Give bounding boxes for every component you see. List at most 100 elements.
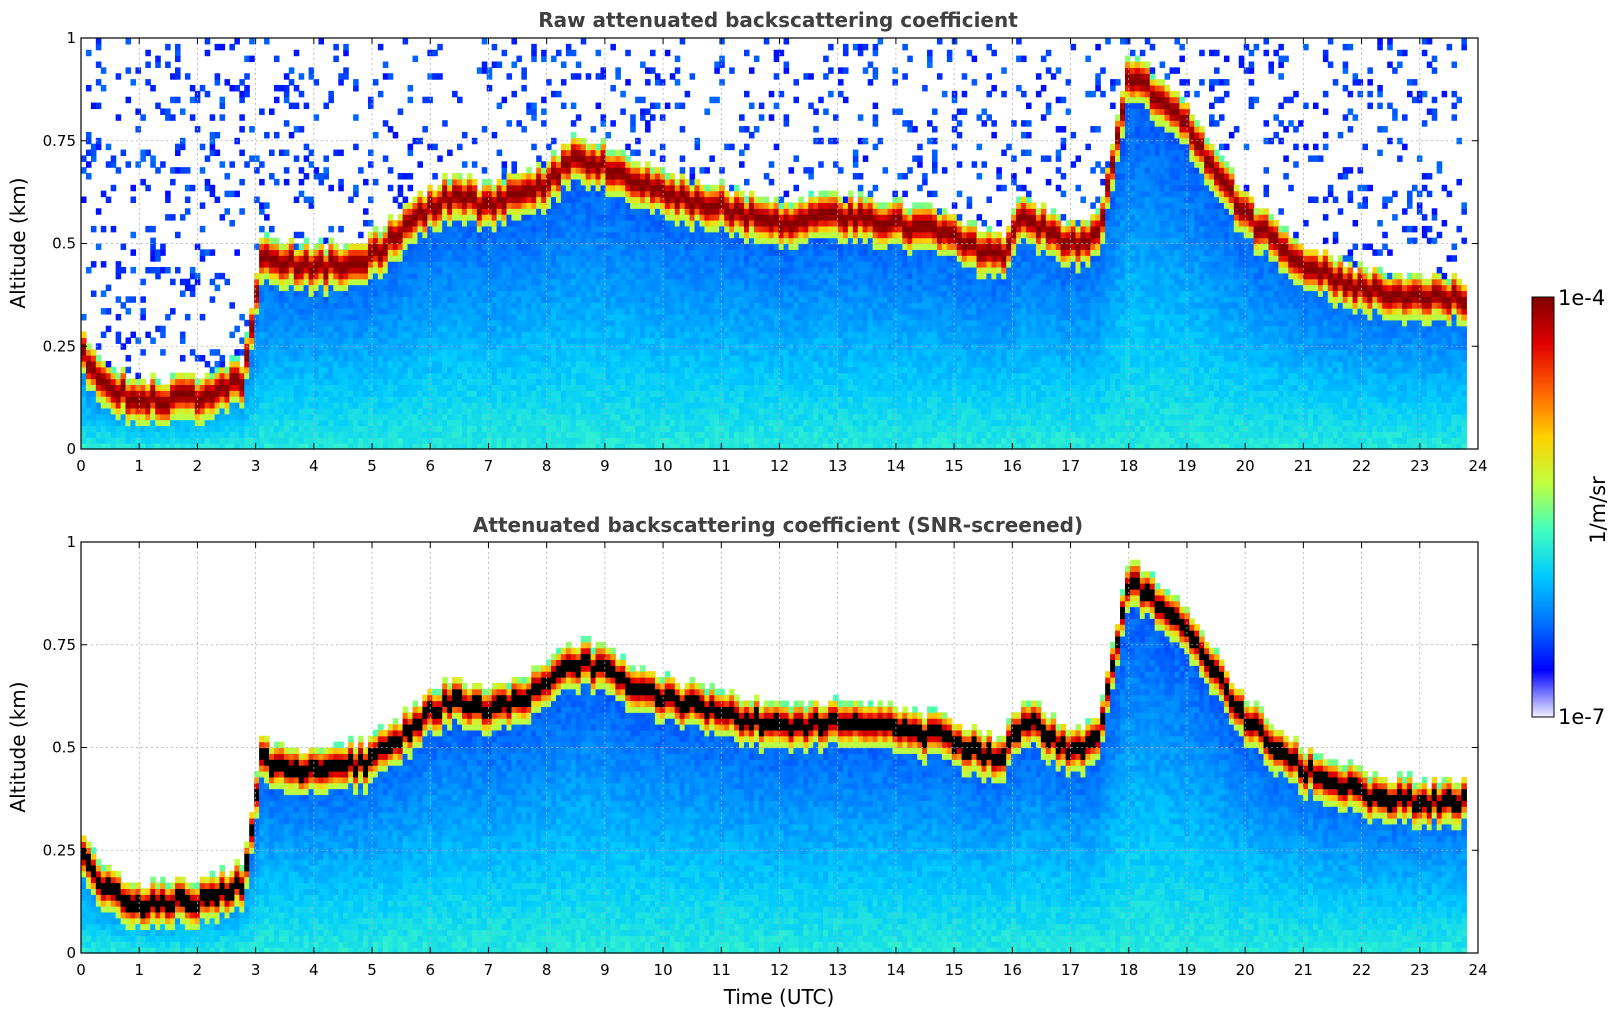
heatmap-cell <box>372 79 379 86</box>
heatmap-cell <box>363 278 369 286</box>
heatmap-cell <box>476 313 483 321</box>
heatmap-cell <box>551 255 557 262</box>
heatmap-cell <box>382 425 389 432</box>
heatmap-cell <box>269 360 275 368</box>
heatmap-cell <box>328 302 334 309</box>
heatmap-cell <box>585 407 592 415</box>
heatmap-cell <box>645 296 651 303</box>
heatmap-cell <box>615 407 621 415</box>
heatmap-cell <box>486 220 493 227</box>
heatmap-cell <box>179 419 186 427</box>
heatmap-cell <box>283 73 290 80</box>
heatmap-cell <box>521 390 527 397</box>
heatmap-cell <box>273 372 280 380</box>
heatmap-cell <box>605 396 612 403</box>
heatmap-cell <box>392 231 399 239</box>
heatmap-cell <box>427 272 433 280</box>
heatmap-cell <box>283 425 290 432</box>
heatmap-cell <box>570 325 577 333</box>
heatmap-cell <box>669 184 676 192</box>
heatmap-cell <box>640 437 646 444</box>
heatmap-cell <box>150 443 156 450</box>
heatmap-cell <box>249 55 255 63</box>
heatmap-cell <box>536 278 542 286</box>
heatmap-cell <box>219 396 226 403</box>
heatmap-cell <box>600 360 607 368</box>
heatmap-cell <box>293 407 300 415</box>
heatmap-cell <box>338 437 344 444</box>
heatmap-cell <box>402 261 409 268</box>
heatmap-cell <box>224 384 231 391</box>
heatmap-cell <box>155 425 161 432</box>
heatmap-cell <box>447 337 453 344</box>
heatmap-cell <box>244 419 250 427</box>
heatmap-cell <box>358 290 364 297</box>
heatmap-cell <box>531 366 537 374</box>
heatmap-cell <box>303 155 310 162</box>
heatmap-cell <box>471 349 478 356</box>
heatmap-cell <box>219 272 226 280</box>
heatmap-cell <box>625 402 631 409</box>
heatmap-cell <box>457 178 463 186</box>
heatmap-cell <box>580 372 587 380</box>
heatmap-cell <box>150 225 156 233</box>
heatmap-cell <box>269 225 275 233</box>
heatmap-cell <box>679 319 686 327</box>
heatmap-cell <box>358 425 364 432</box>
heatmap-cell <box>620 108 626 115</box>
heatmap-cell <box>442 325 448 333</box>
heatmap-cell <box>145 407 151 415</box>
heatmap-cell <box>387 266 394 274</box>
heatmap-cell <box>457 425 463 432</box>
heatmap-cell <box>387 249 394 256</box>
heatmap-cell <box>293 396 300 403</box>
heatmap-cell <box>669 331 676 339</box>
heatmap-cell <box>555 184 562 192</box>
heatmap-cell <box>397 214 404 221</box>
heatmap-cell <box>402 266 409 274</box>
heatmap-cell <box>560 437 567 444</box>
heatmap-cell <box>392 249 399 256</box>
heatmap-cell <box>367 284 374 292</box>
heatmap-cell <box>412 360 419 368</box>
heatmap-cell <box>506 337 513 344</box>
heatmap-cell <box>590 149 597 157</box>
heatmap-cell <box>610 149 616 157</box>
heatmap-cell <box>377 43 384 51</box>
heatmap-cell <box>590 202 597 209</box>
heatmap-cell <box>333 319 339 327</box>
heatmap-cell <box>278 366 285 374</box>
heatmap-cell <box>615 178 621 186</box>
heatmap-cell <box>585 190 592 198</box>
heatmap-cell <box>649 102 656 110</box>
heatmap-cell <box>521 249 527 256</box>
heatmap-cell <box>610 278 616 286</box>
heatmap-cell <box>358 402 364 409</box>
heatmap-cell <box>293 308 300 315</box>
heatmap-cell <box>412 243 419 250</box>
heatmap-cell <box>501 319 508 327</box>
heatmap-cell <box>313 290 320 297</box>
heatmap-cell <box>521 220 527 227</box>
heatmap-cell <box>466 261 473 268</box>
heatmap-cell <box>125 38 132 45</box>
heatmap-cell <box>125 402 132 409</box>
heatmap-cell <box>323 173 329 180</box>
heatmap-cell <box>269 390 275 397</box>
heatmap-cell <box>323 407 329 415</box>
heatmap-cell <box>293 102 300 110</box>
heatmap-cell <box>585 231 592 239</box>
heatmap-cell <box>625 231 631 239</box>
heatmap-cell <box>635 355 641 362</box>
heatmap-cell <box>526 337 532 344</box>
heatmap-cell <box>496 431 503 438</box>
heatmap-cell <box>363 261 369 268</box>
heatmap-cell <box>120 413 127 421</box>
heatmap-cell <box>565 249 572 256</box>
heatmap-cell <box>407 431 414 438</box>
heatmap-cell <box>481 419 488 427</box>
heatmap-cell <box>402 214 409 221</box>
heatmap-cell <box>615 184 621 192</box>
heatmap-cell <box>422 337 428 344</box>
heatmap-cell <box>521 313 527 321</box>
